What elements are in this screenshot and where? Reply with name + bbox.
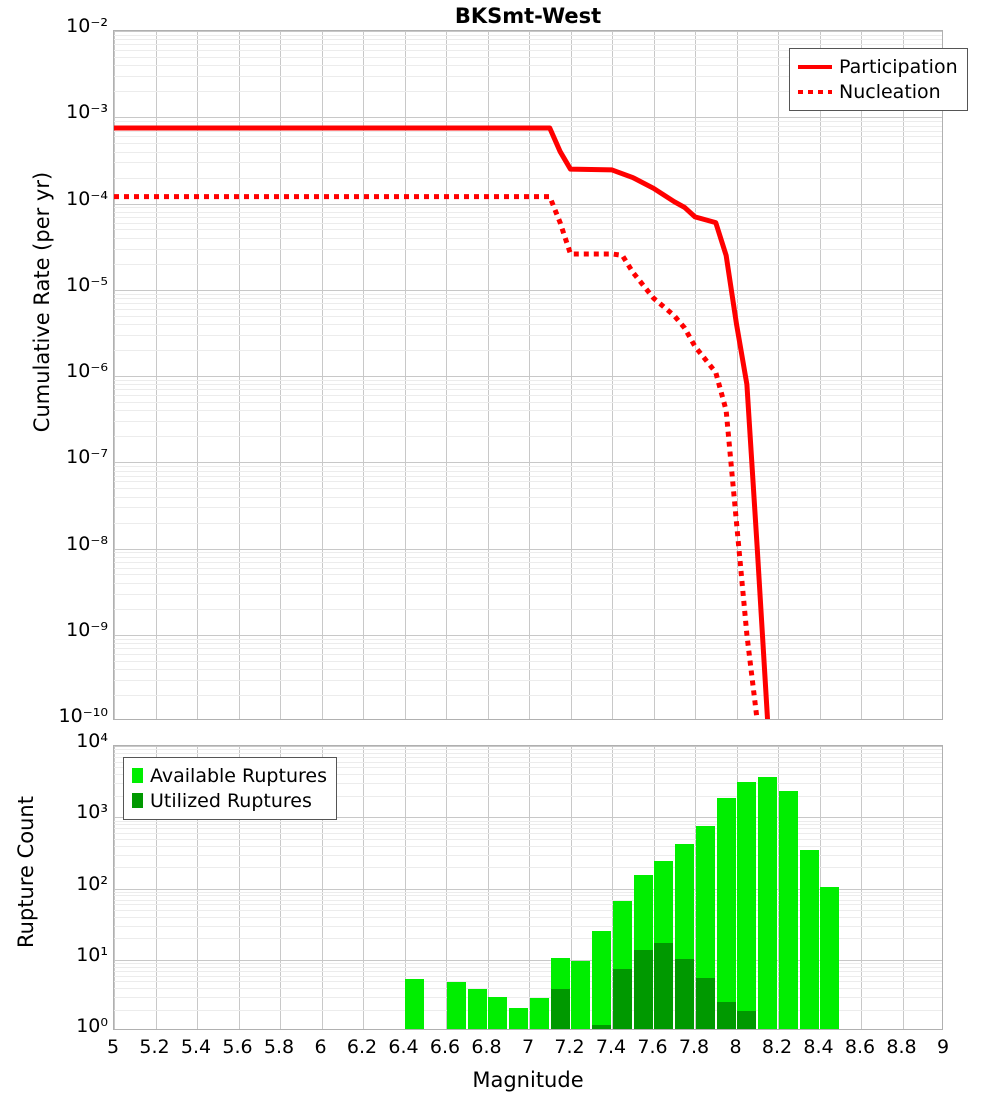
dotted-line-icon [798,90,832,94]
color-swatch-icon [132,768,143,783]
x-axis-tick-label: 7.4 [596,1036,626,1058]
y-axis-tick-label: 10³ [76,803,108,822]
x-axis-label: Magnitude [113,1068,943,1092]
legend-top: Participation Nucleation [789,48,968,111]
x-axis-tick-label: 6.2 [347,1036,377,1058]
x-axis-tick-label: 5 [107,1036,119,1058]
x-axis-tick-label: 5.8 [264,1036,294,1058]
legend-label: Nucleation [839,81,941,103]
y-axis-tick-label: 10⁰ [76,1017,108,1036]
bar-available [488,997,507,1029]
bar-available [447,982,466,1029]
color-swatch-icon [132,793,143,808]
page-title: BKSmt-West [113,4,943,28]
bar-utilized [717,1002,736,1029]
x-axis-tick-label: 5.2 [139,1036,169,1058]
legend-item-nucleation[interactable]: Nucleation [798,79,958,104]
x-axis-tick-label: 6.8 [471,1036,501,1058]
bar-utilized [634,950,653,1029]
bar-utilized [613,969,632,1029]
x-axis-tick-label: 7.8 [679,1036,709,1058]
x-axis-tick-label: 7.6 [637,1036,667,1058]
x-axis-tick-label: 8.6 [845,1036,875,1058]
bar-available [758,777,777,1030]
cumulative-rate-plot [113,30,943,720]
bar-available [779,791,798,1029]
bar-available [717,798,736,1029]
bar-utilized [551,989,570,1029]
x-axis-tick-label: 8.4 [803,1036,833,1058]
x-axis-tick-label: 7.2 [554,1036,584,1058]
bar-available [592,931,611,1029]
x-axis-tick-label: 6.6 [430,1036,460,1058]
solid-line-icon [798,65,832,69]
y-axis-tick-label: 10² [76,875,108,894]
legend-label: Participation [839,56,958,78]
legend-bottom: Available Ruptures Utilized Ruptures [123,757,337,820]
bar-utilized [592,1025,611,1029]
x-axis-tick-label: 7 [522,1036,534,1058]
legend-item-participation[interactable]: Participation [798,54,958,79]
bar-available [737,782,756,1029]
y-axis-ticks-bottom: 10⁴ 10³ 10² 10¹ 10⁰ [0,0,108,1040]
legend-item-utilized-ruptures[interactable]: Utilized Ruptures [132,788,327,813]
x-axis-tick-label: 9 [937,1036,949,1058]
bar-utilized [737,1011,756,1029]
bar-utilized [696,978,715,1029]
curve-nucleation [114,197,757,720]
legend-label: Available Ruptures [150,765,327,787]
figure-root: BKSmt-West Cumulative Rate (per yr) Rupt… [0,0,1000,1100]
x-axis-tick-label: 8.2 [762,1036,792,1058]
y-axis-tick-label: 10⁴ [76,732,108,751]
y-axis-tick-label: 10¹ [76,946,108,965]
bar-utilized [654,943,673,1029]
bar-available [571,961,590,1029]
bar-available [820,887,839,1030]
x-axis-tick-label: 6.4 [388,1036,418,1058]
x-axis-tick-label: 6 [314,1036,326,1058]
bar-available [530,998,549,1029]
x-axis-tick-label: 8.8 [886,1036,916,1058]
curve-participation [114,128,768,720]
bar-available [405,979,424,1029]
bar-available [468,989,487,1029]
x-axis-tick-label: 5.6 [222,1036,252,1058]
x-axis-tick-label: 5.4 [181,1036,211,1058]
bar-available [800,850,819,1029]
legend-item-available-ruptures[interactable]: Available Ruptures [132,763,327,788]
x-axis-tick-label: 8 [729,1036,741,1058]
mfd-curves [114,31,943,720]
bar-utilized [675,959,694,1029]
legend-label: Utilized Ruptures [150,790,312,812]
bar-available [509,1008,528,1029]
